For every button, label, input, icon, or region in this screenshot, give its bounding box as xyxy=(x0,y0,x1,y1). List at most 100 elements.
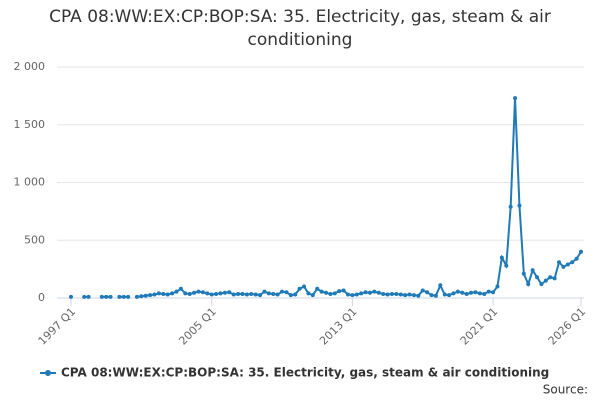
point xyxy=(69,294,73,299)
point xyxy=(367,290,372,295)
point xyxy=(205,291,210,296)
point xyxy=(539,282,544,287)
point xyxy=(438,283,443,288)
y-tick-label: 500 xyxy=(24,233,45,246)
point xyxy=(271,291,276,296)
point xyxy=(284,290,289,295)
point xyxy=(411,293,416,298)
point xyxy=(557,260,562,265)
point xyxy=(310,293,315,298)
x-tick-label: 2013 Q1 xyxy=(317,305,360,348)
point xyxy=(455,289,460,294)
point xyxy=(200,290,205,295)
x-tick-label: 2026 Q1 xyxy=(546,305,589,348)
point xyxy=(306,291,311,296)
point xyxy=(543,278,548,283)
point xyxy=(469,290,474,295)
point xyxy=(526,282,531,287)
point xyxy=(302,284,307,289)
point xyxy=(121,294,126,299)
point xyxy=(420,288,425,293)
point xyxy=(389,291,394,296)
point xyxy=(363,290,368,295)
point xyxy=(341,288,346,293)
point xyxy=(477,291,482,296)
source: Source: xyxy=(543,383,588,397)
point xyxy=(460,290,465,295)
point xyxy=(552,276,557,281)
point xyxy=(561,264,566,269)
point xyxy=(214,291,219,296)
point xyxy=(293,292,298,297)
point xyxy=(530,268,535,273)
point xyxy=(433,293,438,298)
point xyxy=(429,293,434,298)
point xyxy=(447,293,452,298)
point xyxy=(104,294,109,299)
point xyxy=(244,292,249,297)
point xyxy=(376,290,381,295)
point xyxy=(337,289,342,294)
point xyxy=(170,291,175,296)
point xyxy=(156,291,161,296)
point xyxy=(486,289,491,294)
point xyxy=(266,291,271,296)
point xyxy=(161,291,166,296)
point xyxy=(328,291,333,296)
point xyxy=(548,275,553,280)
point xyxy=(258,293,263,298)
point xyxy=(565,262,570,267)
point xyxy=(275,292,280,297)
y-tick-label: 2 000 xyxy=(14,60,46,73)
point xyxy=(407,292,412,297)
point xyxy=(385,292,390,297)
point xyxy=(513,96,518,101)
point xyxy=(99,294,104,299)
point xyxy=(196,289,201,294)
point xyxy=(178,286,183,291)
point xyxy=(227,290,232,295)
x-tick-label: 1997 Q1 xyxy=(36,305,79,348)
point xyxy=(139,294,144,299)
point xyxy=(262,289,267,294)
point xyxy=(231,292,236,297)
point xyxy=(174,289,179,294)
point xyxy=(504,263,509,268)
point xyxy=(249,291,254,296)
point xyxy=(108,294,113,299)
point xyxy=(222,290,227,295)
point xyxy=(359,291,364,296)
chart-title: CPA 08:WW:EX:CP:BOP:SA: 35. Electricity,… xyxy=(49,7,551,50)
legend-label: CPA 08:WW:EX:CP:BOP:SA: 35. Electricity,… xyxy=(61,366,549,380)
x-tick-label: 2005 Q1 xyxy=(176,305,219,348)
point xyxy=(117,294,122,299)
point xyxy=(183,291,188,296)
point xyxy=(345,292,350,297)
point xyxy=(187,291,192,296)
legend-marker xyxy=(45,370,51,376)
point xyxy=(152,292,157,297)
point xyxy=(416,293,421,298)
point xyxy=(464,291,469,296)
point xyxy=(381,291,386,296)
y-tick-label: 1 500 xyxy=(14,118,46,131)
point xyxy=(236,291,241,296)
point xyxy=(192,290,197,295)
point xyxy=(495,284,500,289)
point xyxy=(332,291,337,296)
point xyxy=(126,294,131,299)
point xyxy=(297,286,302,291)
point xyxy=(473,290,478,295)
point xyxy=(218,291,223,296)
point xyxy=(240,291,245,296)
point xyxy=(570,260,575,265)
point xyxy=(315,286,320,291)
point xyxy=(442,292,447,297)
point xyxy=(403,293,408,298)
point xyxy=(574,256,579,261)
y-tick-label: 0 xyxy=(38,291,45,304)
point xyxy=(425,290,430,295)
point xyxy=(319,289,324,294)
